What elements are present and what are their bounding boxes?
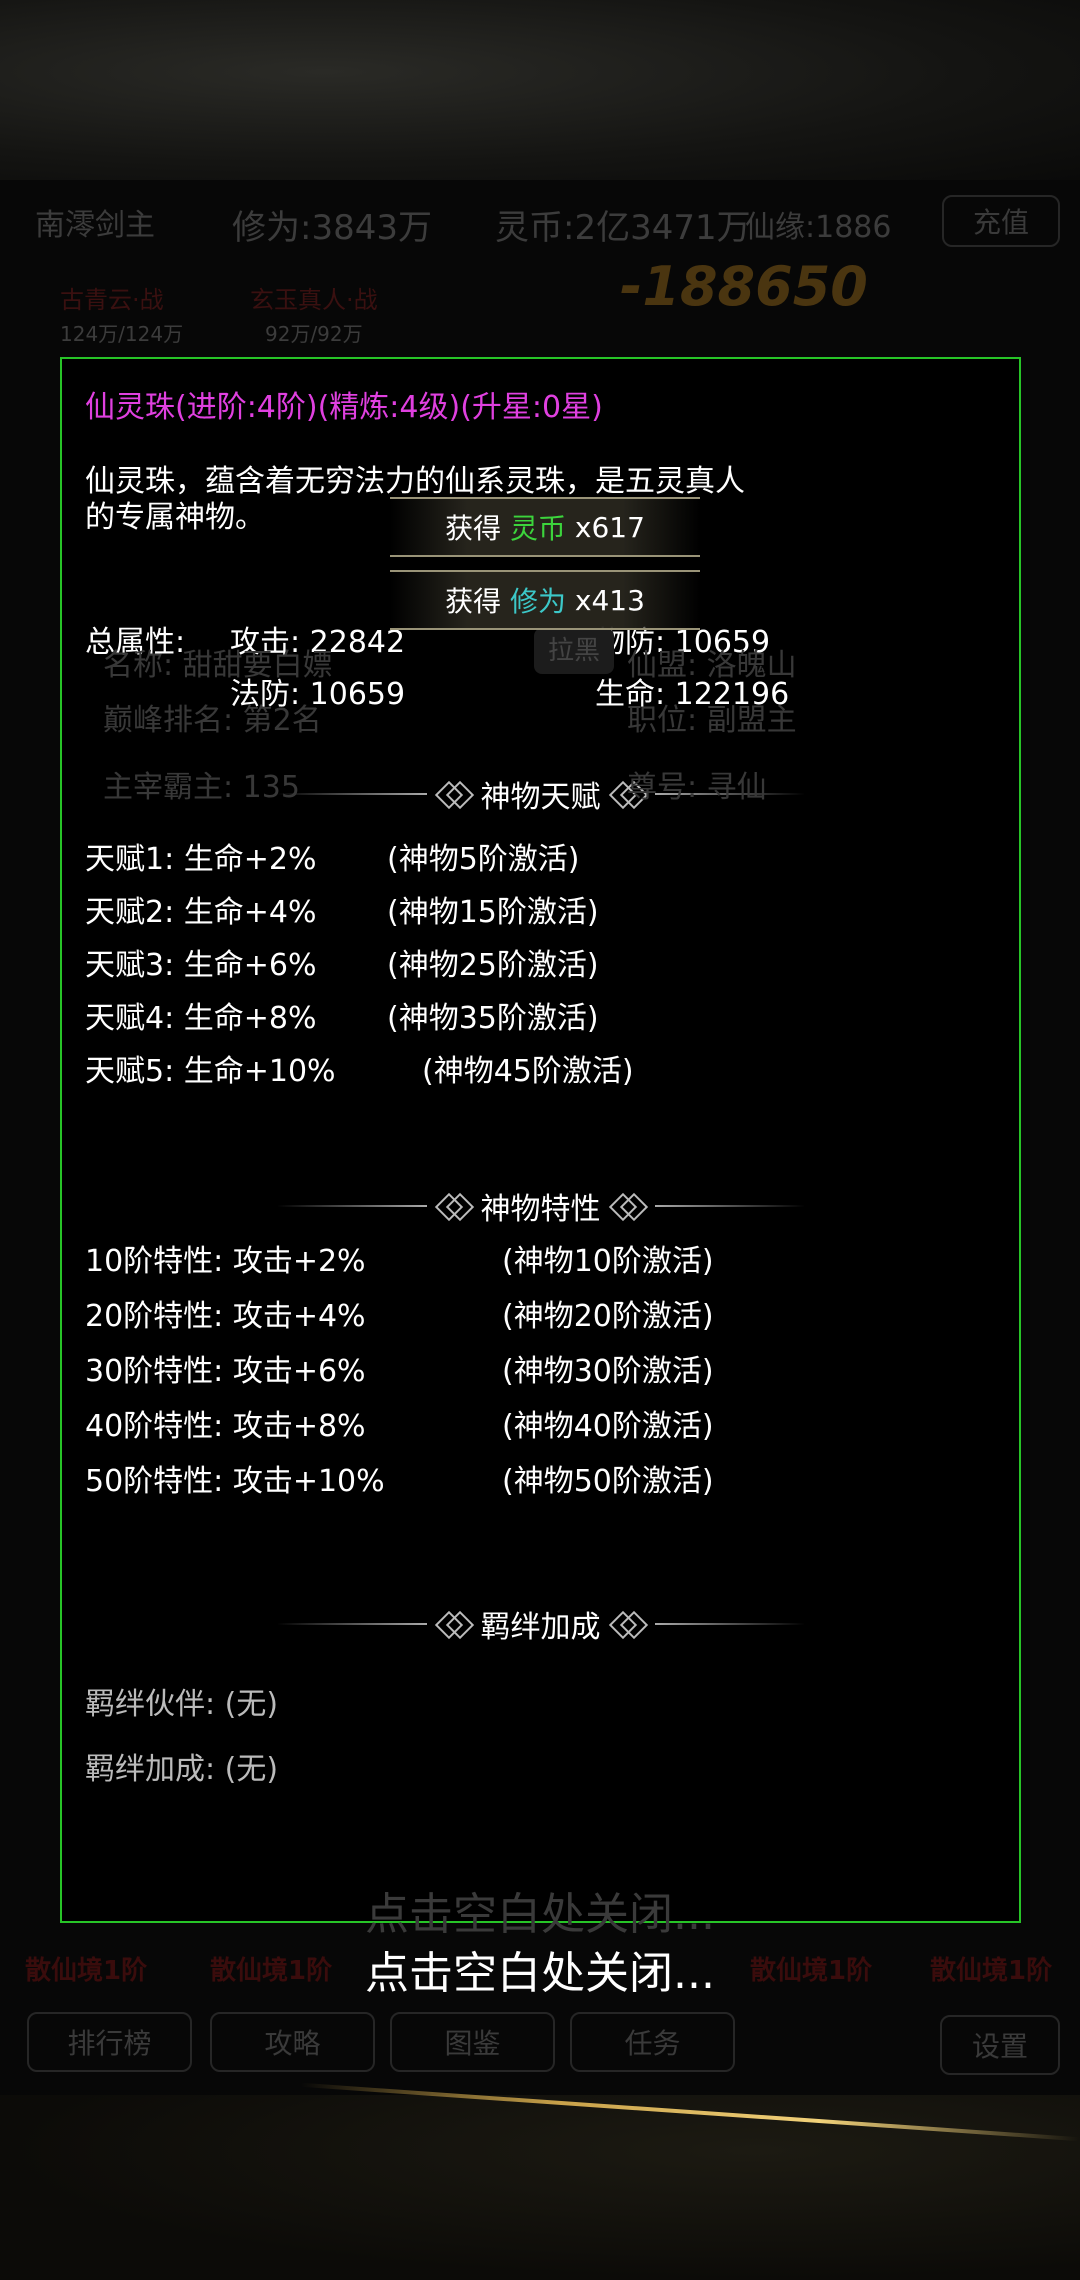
total-stats-label: 总属性: [85, 625, 186, 660]
bg-profile-name: 名称: 甜甜要白嫖 [103, 648, 333, 683]
trait-condition: (神物40阶激活) [502, 1409, 714, 1444]
close-hint[interactable]: 点击空白处关闭... [365, 1948, 715, 1999]
bond-partner: 羁绊伙伴: (无) [85, 1687, 279, 1722]
trait-header-text: 神物特性 [480, 1192, 601, 1227]
bg-realm: 散仙境1阶 [930, 1956, 1053, 1986]
tasks-button[interactable]: 任务 [570, 2012, 735, 2072]
spirit-coin-value: 灵币:2亿3471万 [495, 208, 751, 248]
stat-physical-defense: 物防: 10659 [595, 625, 771, 660]
bg-profile-alliance: 仙盟: 洛魄山 [627, 648, 797, 683]
toast-amount: x413 [574, 583, 645, 617]
stat-hp: 生命: 122196 [595, 677, 790, 712]
bg-realm: 散仙境1阶 [25, 1956, 148, 1986]
player-name: 南澪剑主 [35, 208, 155, 243]
stat-magic-defense: 法防: 10659 [230, 677, 406, 712]
bg-profile-rank: 巅峰排名: 第2名 [103, 703, 322, 738]
bottom-background-art [0, 2095, 1080, 2280]
trait-name: 10阶特性: 攻击+2% [85, 1244, 366, 1279]
talent-name: 天赋5: 生命+10% [85, 1054, 336, 1089]
trait-name: 20阶特性: 攻击+4% [85, 1299, 366, 1334]
toast-amount: x617 [574, 510, 645, 544]
bg-card-hp: 92万/92万 [265, 322, 363, 346]
settings-button[interactable]: 设置 [940, 2015, 1060, 2075]
bg-profile-lord: 主宰霸主: 135 [103, 770, 300, 805]
trait-name: 30阶特性: 攻击+6% [85, 1354, 366, 1389]
diamond-ornament-icon [437, 1612, 471, 1636]
codex-button[interactable]: 图鉴 [390, 2012, 555, 2072]
bg-profile-position: 职位: 副盟主 [627, 703, 797, 738]
recharge-button[interactable]: 充值 [942, 195, 1060, 247]
reward-toast: 获得 灵币 x617 [390, 497, 700, 557]
bg-profile-title: 尊号: 寻仙 [627, 770, 767, 805]
guide-button[interactable]: 攻略 [210, 2012, 375, 2072]
trait-name: 50阶特性: 攻击+10% [85, 1464, 385, 1499]
talent-condition: (神物25阶激活) [387, 948, 599, 983]
talent-condition: (神物5阶激活) [387, 842, 580, 877]
block-button[interactable]: 拉黑 [534, 628, 614, 674]
artifact-description-line: 的专属神物。 [85, 500, 265, 535]
bond-header-text: 羁绊加成 [480, 1610, 601, 1645]
talent-header-text: 神物天赋 [480, 780, 601, 815]
talent-name: 天赋3: 生命+6% [85, 948, 317, 983]
bond-section-header: 羁绊加成 [62, 1602, 1019, 1646]
toast-prefix: 获得 [445, 585, 502, 618]
stat-attack: 攻击: 22842 [230, 625, 406, 660]
talent-name: 天赋4: 生命+8% [85, 1001, 317, 1036]
cultivation-value: 修为:3843万 [232, 208, 432, 248]
talent-section-header: 神物天赋 [62, 772, 1019, 816]
bg-realm: 散仙境1阶 [210, 1956, 333, 1986]
bg-card-hp: 124万/124万 [60, 322, 184, 346]
talent-condition: (神物15阶激活) [387, 895, 599, 930]
talent-condition: (神物45阶激活) [422, 1054, 634, 1089]
top-background-art [0, 0, 1080, 180]
leaderboard-button[interactable]: 排行榜 [27, 2012, 192, 2072]
fate-value: 仙缘:1886 [745, 210, 892, 245]
bg-card-name: 古青云·战 [60, 286, 164, 314]
trait-name: 40阶特性: 攻击+8% [85, 1409, 366, 1444]
diamond-ornament-icon [437, 1194, 471, 1218]
close-hint-echo: 点击空白处关闭... [365, 1889, 715, 1940]
trait-condition: (神物20阶激活) [502, 1299, 714, 1334]
diamond-ornament-icon [611, 1194, 645, 1218]
talent-condition: (神物35阶激活) [387, 1001, 599, 1036]
diamond-ornament-icon [437, 782, 471, 806]
diamond-ornament-icon [611, 1612, 645, 1636]
toast-item: 修为 [509, 585, 566, 618]
talent-name: 天赋1: 生命+2% [85, 842, 317, 877]
bond-bonus: 羁绊加成: (无) [85, 1752, 279, 1787]
trait-section-header: 神物特性 [62, 1184, 1019, 1228]
bg-card-name: 玄玉真人·战 [250, 286, 378, 314]
trait-condition: (神物30阶激活) [502, 1354, 714, 1389]
trait-condition: (神物50阶激活) [502, 1464, 714, 1499]
artifact-title: 仙灵珠(进阶:4阶)(精炼:4级)(升星:0星) [85, 390, 603, 425]
damage-number: -188650 [620, 255, 868, 318]
bg-realm: 散仙境1阶 [750, 1956, 873, 1986]
toast-prefix: 获得 [445, 512, 502, 545]
artifact-description-line: 仙灵珠，蕴含着无穷法力的仙系灵珠，是五灵真人 [85, 464, 745, 499]
toast-item: 灵币 [509, 512, 566, 545]
trait-condition: (神物10阶激活) [502, 1244, 714, 1279]
reward-toast: 获得 修为 x413 [390, 570, 700, 630]
talent-name: 天赋2: 生命+4% [85, 895, 317, 930]
